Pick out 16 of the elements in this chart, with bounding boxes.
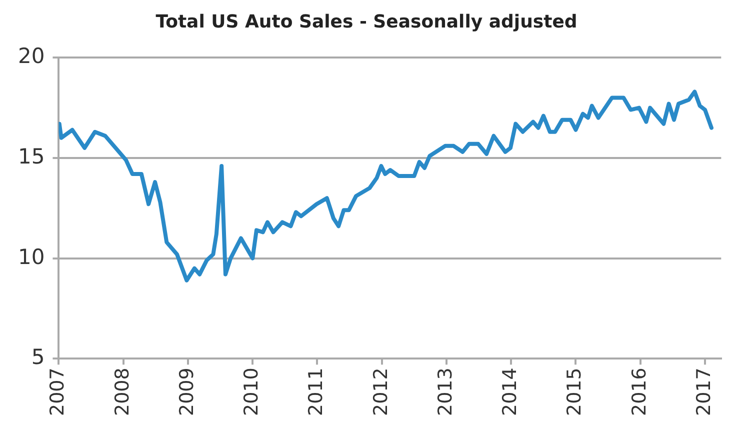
y-tick-label: 15	[18, 144, 45, 168]
y-tick-label: 5	[31, 345, 45, 370]
y-tick-label: 10	[18, 244, 45, 269]
x-tick-label: 2010	[240, 368, 263, 416]
x-tick-label: 2013	[434, 368, 456, 416]
x-tick-label: 2017	[692, 368, 715, 416]
y-tick-label: 20	[18, 44, 45, 68]
x-tick-label: 2009	[176, 368, 198, 416]
x-tick-label: 2008	[111, 368, 134, 416]
x-tick-label: 2012	[370, 368, 392, 416]
chart-title: Total US Auto Sales - Seasonally adjusted	[156, 11, 578, 32]
x-tick-label: 2015	[564, 368, 586, 416]
x-tick-label: 2007	[46, 368, 69, 416]
x-tick-label: 2011	[305, 368, 328, 416]
x-tick-label: 2014	[499, 368, 522, 416]
x-tick-label: 2016	[628, 368, 650, 416]
